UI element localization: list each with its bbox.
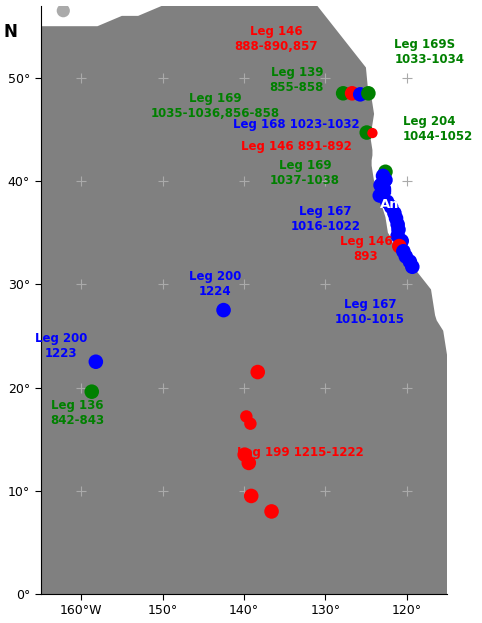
- Text: Leg 146
893: Leg 146 893: [340, 235, 392, 263]
- Text: Leg 169S
1033-1034: Leg 169S 1033-1034: [394, 38, 464, 66]
- Text: Leg 139
855-858: Leg 139 855-858: [269, 66, 324, 94]
- Point: [398, 236, 405, 246]
- Point: [406, 257, 414, 267]
- Point: [254, 367, 262, 377]
- Point: [394, 231, 402, 240]
- Point: [369, 128, 376, 138]
- Point: [247, 419, 254, 429]
- Point: [392, 213, 400, 223]
- Polygon shape: [40, 6, 447, 594]
- Point: [383, 197, 391, 207]
- Text: Leg 199 1215-1222: Leg 199 1215-1222: [238, 446, 364, 459]
- Text: Leg 200
1224: Leg 200 1224: [189, 270, 241, 298]
- Text: Leg 204
1044-1052: Leg 204 1044-1052: [402, 115, 473, 143]
- Point: [388, 202, 395, 212]
- Text: Leg 136
842-843: Leg 136 842-843: [50, 399, 104, 427]
- Text: Leg 169
1037-1038: Leg 169 1037-1038: [270, 159, 340, 187]
- Point: [356, 89, 364, 99]
- Point: [379, 171, 387, 181]
- Point: [339, 88, 347, 98]
- Point: [402, 252, 410, 262]
- Point: [381, 186, 388, 196]
- Text: Leg 167
1010-1015: Leg 167 1010-1015: [335, 298, 405, 326]
- Point: [376, 191, 384, 201]
- Point: [88, 387, 95, 397]
- Point: [92, 357, 100, 367]
- Point: [348, 88, 356, 98]
- Point: [395, 225, 402, 235]
- Text: Leg 146 891-892: Leg 146 891-892: [241, 141, 352, 153]
- Polygon shape: [102, 378, 106, 381]
- Point: [268, 506, 275, 516]
- Point: [59, 6, 67, 16]
- Point: [400, 246, 407, 256]
- Point: [377, 180, 385, 190]
- Point: [382, 175, 389, 185]
- Text: Leg 169
1035-1036,856-858: Leg 169 1035-1036,856-858: [151, 92, 280, 120]
- Text: N: N: [3, 23, 17, 41]
- Point: [363, 128, 371, 138]
- Point: [247, 491, 255, 501]
- Text: Leg 200
1223: Leg 200 1223: [35, 332, 87, 360]
- Point: [245, 458, 253, 468]
- Point: [242, 411, 250, 421]
- Point: [220, 305, 228, 315]
- Point: [364, 88, 372, 98]
- Text: Leg 146
888-890,857: Leg 146 888-890,857: [235, 24, 318, 52]
- Point: [382, 167, 389, 177]
- Point: [241, 450, 249, 460]
- Text: Leg 168 1023-1032: Leg 168 1023-1032: [233, 118, 360, 131]
- Text: Leg 167
1016-1022: Leg 167 1016-1022: [290, 205, 360, 233]
- Point: [395, 241, 403, 251]
- Point: [390, 208, 398, 218]
- Polygon shape: [79, 365, 123, 399]
- Point: [394, 219, 402, 229]
- Text: North
America: North America: [380, 183, 441, 211]
- Point: [408, 262, 416, 272]
